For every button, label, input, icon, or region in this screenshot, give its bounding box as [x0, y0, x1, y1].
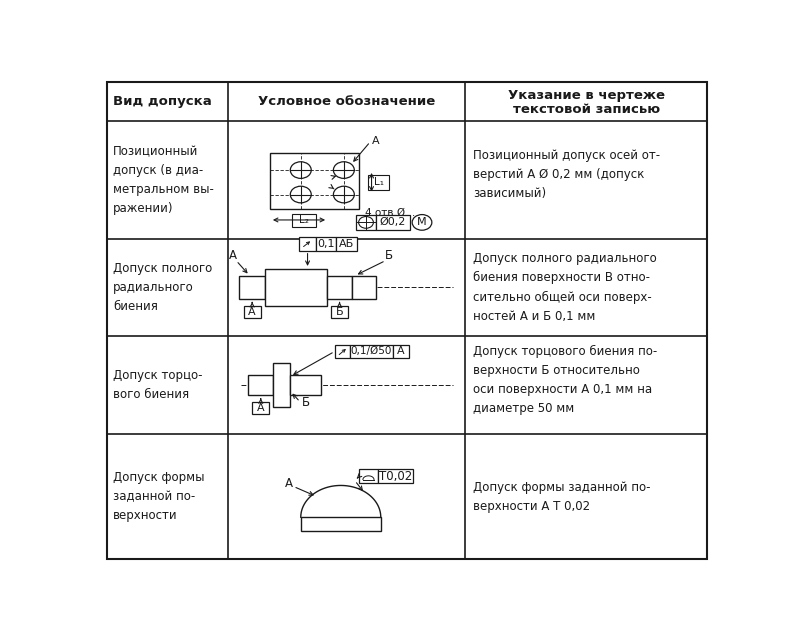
Bar	[292, 213, 316, 227]
Text: 0,1/Ø50: 0,1/Ø50	[351, 347, 392, 356]
Bar	[376, 215, 410, 230]
Text: Указание в чертеже: Указание в чертеже	[508, 90, 665, 102]
Bar	[270, 153, 359, 209]
Bar	[244, 305, 260, 318]
Text: АБ: АБ	[339, 239, 354, 249]
Bar	[331, 305, 348, 318]
Text: А: А	[372, 136, 380, 146]
Bar	[357, 215, 376, 230]
Bar	[368, 175, 389, 190]
Text: Б: Б	[303, 396, 310, 410]
Circle shape	[291, 186, 311, 203]
Bar	[393, 345, 409, 358]
Text: Условное обозначение: Условное обозначение	[258, 95, 436, 108]
Text: Т0,02: Т0,02	[379, 470, 412, 483]
Text: Допуск формы заданной по-
верхности А Т 0,02: Допуск формы заданной по- верхности А Т …	[472, 481, 650, 512]
Circle shape	[291, 162, 311, 178]
Text: А: А	[257, 403, 264, 413]
Text: А: А	[284, 476, 292, 490]
Text: А: А	[249, 307, 256, 317]
Text: L₂: L₂	[299, 215, 309, 225]
Text: L₁: L₁	[374, 177, 384, 187]
Text: М: М	[417, 217, 427, 227]
Text: 4 отв.Ø...: 4 отв.Ø...	[365, 208, 415, 218]
Text: Позиционный допуск осей от-
верстий А Ø 0,2 мм (допуск
зависимый): Позиционный допуск осей от- верстий А Ø …	[472, 149, 660, 201]
Bar	[334, 345, 350, 358]
Text: Допуск полного радиального
биения поверхности В отно-
сительно общей оси поверх-: Допуск полного радиального биения поверх…	[472, 252, 657, 323]
Circle shape	[359, 217, 373, 228]
Bar	[291, 375, 321, 396]
Bar	[239, 276, 265, 299]
Text: 0,1: 0,1	[318, 239, 335, 249]
Circle shape	[333, 186, 354, 203]
Polygon shape	[301, 485, 381, 518]
Circle shape	[333, 162, 354, 178]
Text: А: А	[397, 347, 405, 356]
Text: Б: Б	[336, 307, 343, 317]
Text: Вид допуска: Вид допуска	[113, 95, 211, 108]
Bar	[353, 276, 376, 299]
Bar	[350, 345, 393, 358]
Text: Ø0,2: Ø0,2	[380, 217, 406, 227]
Bar	[249, 375, 273, 396]
Text: Позиционный
допуск (в диа-
метральном вы-
ражении): Позиционный допуск (в диа- метральном вы…	[113, 145, 214, 215]
Bar	[273, 363, 291, 407]
Bar	[336, 237, 357, 251]
Bar	[301, 518, 381, 531]
Bar	[326, 276, 353, 299]
Bar	[359, 469, 378, 483]
Text: Допуск полного
радиального
биения: Допуск полного радиального биения	[113, 262, 212, 313]
Text: А: А	[229, 249, 237, 262]
Bar	[252, 402, 269, 414]
Circle shape	[412, 215, 432, 231]
Bar	[265, 269, 326, 306]
Text: Допуск торцового биения по-
верхности Б относительно
оси поверхности А 0,1 мм на: Допуск торцового биения по- верхности Б …	[472, 345, 657, 415]
Bar	[299, 237, 316, 251]
Text: Б: Б	[385, 249, 393, 262]
Text: Допуск торцо-
вого биения: Допуск торцо- вого биения	[113, 369, 202, 401]
Bar	[378, 469, 414, 483]
Text: Допуск формы
заданной по-
верхности: Допуск формы заданной по- верхности	[113, 471, 204, 522]
Bar	[316, 237, 336, 251]
Text: текстовой записью: текстовой записью	[513, 103, 660, 116]
